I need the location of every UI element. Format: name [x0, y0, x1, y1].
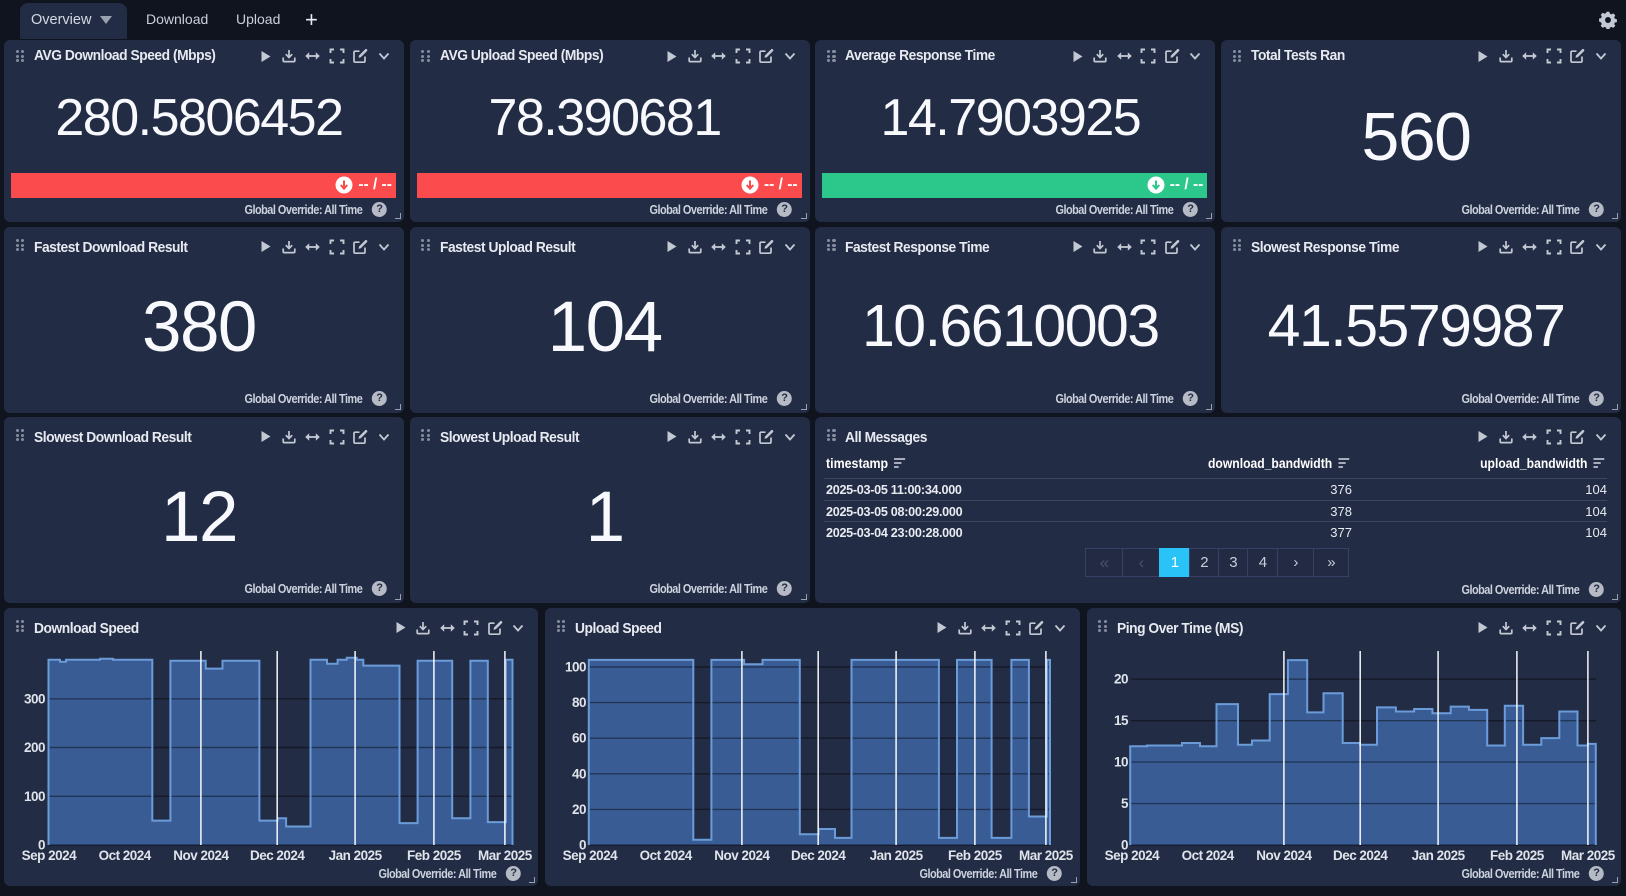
- svg-text:Mar 2025: Mar 2025: [478, 848, 533, 863]
- svg-text:Oct 2024: Oct 2024: [99, 848, 152, 863]
- svg-text:Jan 2025: Jan 2025: [870, 848, 924, 863]
- svg-text:5: 5: [1121, 796, 1129, 811]
- svg-text:80: 80: [572, 695, 586, 710]
- svg-text:20: 20: [572, 802, 586, 817]
- svg-text:Feb 2025: Feb 2025: [1490, 848, 1545, 863]
- svg-text:200: 200: [24, 740, 45, 755]
- svg-text:20: 20: [1114, 672, 1128, 687]
- svg-text:Nov 2024: Nov 2024: [715, 848, 771, 863]
- svg-text:300: 300: [24, 691, 45, 706]
- svg-text:0: 0: [38, 837, 45, 852]
- svg-text:0: 0: [1121, 837, 1128, 852]
- svg-text:Mar 2025: Mar 2025: [1561, 848, 1616, 863]
- svg-text:100: 100: [565, 660, 586, 675]
- svg-text:Jan 2025: Jan 2025: [329, 848, 383, 863]
- svg-text:40: 40: [572, 766, 586, 781]
- svg-text:Sep 2024: Sep 2024: [22, 848, 77, 863]
- svg-text:0: 0: [579, 837, 586, 852]
- svg-text:Nov 2024: Nov 2024: [173, 848, 229, 863]
- svg-text:60: 60: [572, 731, 586, 746]
- svg-text:15: 15: [1114, 713, 1129, 728]
- svg-text:Dec 2024: Dec 2024: [791, 848, 846, 863]
- svg-text:Nov 2024: Nov 2024: [1256, 848, 1312, 863]
- svg-text:Oct 2024: Oct 2024: [640, 848, 693, 863]
- svg-text:Dec 2024: Dec 2024: [1333, 848, 1388, 863]
- svg-text:Feb 2025: Feb 2025: [407, 848, 462, 863]
- svg-text:Oct 2024: Oct 2024: [1181, 848, 1234, 863]
- svg-text:Sep 2024: Sep 2024: [563, 848, 618, 863]
- svg-text:Feb 2025: Feb 2025: [948, 848, 1003, 863]
- svg-text:100: 100: [24, 789, 45, 804]
- svg-text:Jan 2025: Jan 2025: [1411, 848, 1465, 863]
- svg-text:Sep 2024: Sep 2024: [1104, 848, 1159, 863]
- svg-text:10: 10: [1114, 755, 1128, 770]
- svg-text:Mar 2025: Mar 2025: [1019, 848, 1074, 863]
- svg-text:Dec 2024: Dec 2024: [250, 848, 305, 863]
